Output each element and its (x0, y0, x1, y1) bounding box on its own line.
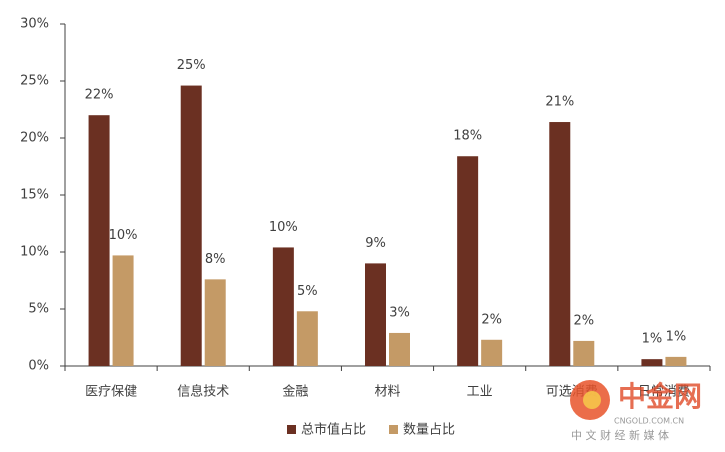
watermark-logo-inner (583, 391, 601, 409)
legend-swatch (287, 425, 296, 434)
watermark-name: 中金网 (618, 380, 702, 413)
y-tick-label: 5% (28, 302, 49, 317)
y-tick-label: 25% (20, 74, 49, 89)
value-label: 25% (177, 58, 206, 73)
bar (204, 279, 226, 366)
watermark-domain: CNGOLD.COM.CN (614, 417, 684, 426)
x-tick-label: 日常消费 (638, 385, 690, 400)
bar (389, 332, 410, 366)
value-label: 5% (297, 284, 318, 299)
value-label: 9% (365, 236, 386, 251)
bar (665, 356, 687, 366)
x-tick-label: 工业 (467, 385, 493, 400)
value-label: 10% (269, 220, 298, 235)
y-tick-label: 15% (20, 188, 49, 203)
y-tick-label: 30% (20, 17, 49, 32)
bar (549, 122, 571, 366)
bar (88, 115, 110, 366)
value-label: 18% (453, 129, 482, 144)
y-tick-label: 10% (20, 245, 49, 260)
y-tick-label: 20% (20, 131, 49, 146)
value-label: 2% (481, 312, 502, 327)
value-label: 1% (642, 332, 663, 347)
value-label: 2% (573, 313, 594, 328)
value-label: 1% (666, 329, 687, 344)
y-tick-label: 0% (28, 359, 49, 374)
value-label: 3% (389, 305, 410, 320)
x-tick-label: 金融 (282, 384, 308, 400)
x-tick-label: 医疗保健 (85, 385, 137, 400)
x-tick-label: 材料 (374, 385, 400, 400)
bar (573, 340, 595, 366)
bar (457, 156, 479, 366)
value-label: 8% (205, 252, 226, 267)
watermark-slogan: 中 文 财 经 新 媒 体 (571, 428, 669, 442)
bar (481, 339, 503, 366)
bar (365, 263, 386, 366)
value-label: 10% (109, 228, 138, 243)
legend-label: 数量占比 (403, 423, 455, 438)
bar (272, 247, 294, 366)
legend-swatch (389, 425, 398, 434)
bar (641, 359, 663, 366)
legend-label: 总市值占比 (301, 422, 366, 438)
bar (112, 255, 134, 366)
value-label: 22% (85, 88, 114, 103)
bar (296, 311, 318, 366)
value-label: 21% (545, 95, 574, 110)
bar (180, 85, 202, 366)
x-tick-label: 信息技术 (177, 384, 229, 400)
